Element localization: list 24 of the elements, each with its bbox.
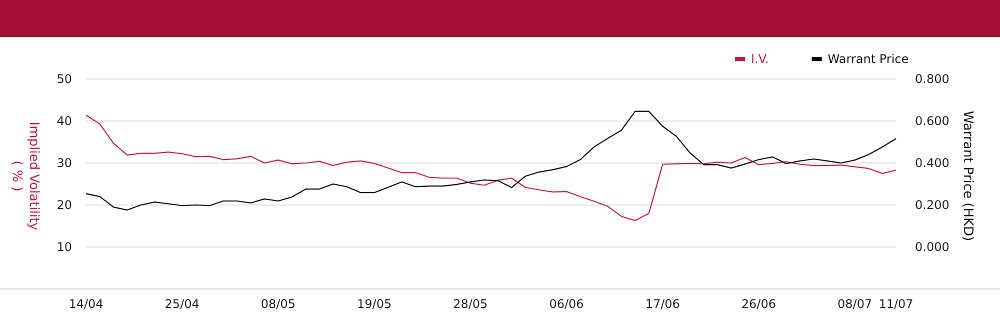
y2-tick-label: 0.200 xyxy=(915,198,950,212)
x-tick-label: 14/04 xyxy=(68,297,104,311)
y-tick-label: 10 xyxy=(56,240,72,254)
x-tick-label: 08/07 xyxy=(838,297,872,311)
y2-tick-label: 0.600 xyxy=(915,114,950,128)
y2-tick-label: 0.800 xyxy=(915,72,950,86)
y-axis-title: Implied Volatility ( % ) xyxy=(9,122,41,231)
y-tick-label: 20 xyxy=(56,198,72,212)
y-tick-label: 50 xyxy=(56,72,72,86)
x-tick-label: 25/04 xyxy=(164,297,200,311)
x-tick-label: 19/05 xyxy=(357,297,392,311)
legend-label: Warrant Price xyxy=(828,52,909,66)
y-tick-label: 40 xyxy=(56,114,72,128)
y2-tick-label: 0.000 xyxy=(915,240,950,254)
y-tick-label: 30 xyxy=(56,156,72,170)
x-tick-label: 26/06 xyxy=(741,297,776,311)
x-tick-label: 17/06 xyxy=(645,297,680,311)
y2-axis-title: Warrant Price (HKD) xyxy=(960,110,975,242)
x-tick-label: 06/06 xyxy=(549,297,584,311)
x-tick-label: 11/07 xyxy=(878,297,914,311)
y2-tick-label: 0.400 xyxy=(915,156,950,170)
x-tick-label: 08/05 xyxy=(260,297,296,311)
legend-label: I.V. xyxy=(751,52,769,66)
x-tick-label: 28/05 xyxy=(453,297,488,311)
